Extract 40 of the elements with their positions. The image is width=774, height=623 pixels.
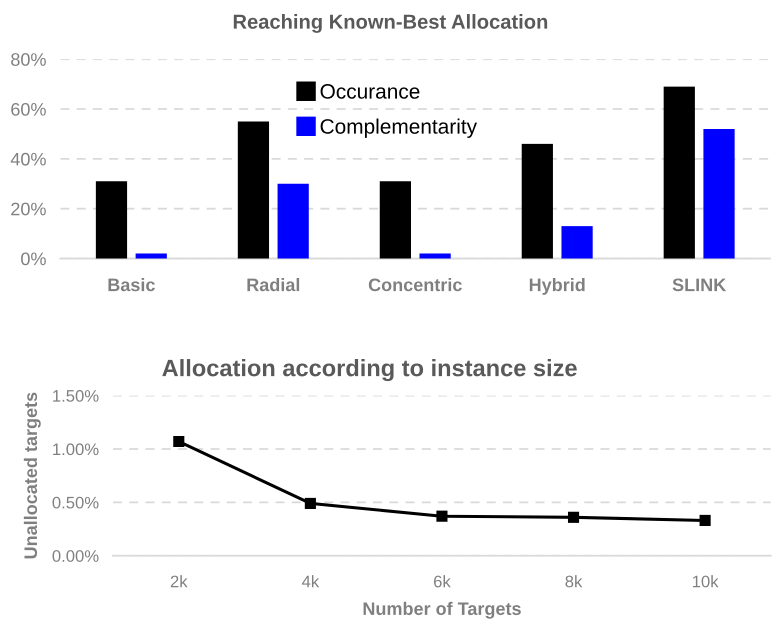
y-tick-label: 40% (10, 152, 46, 166)
y-tick-label: 0.50% (52, 496, 99, 509)
point (700, 514, 711, 526)
x-tick-label: 10k (692, 575, 719, 588)
point (436, 510, 448, 522)
x-axis-title: Number of Targets (364, 602, 521, 619)
bar (136, 254, 167, 259)
x-tick-label: 8k (565, 575, 582, 588)
point (568, 512, 580, 523)
chart-title: Allocation according to instance size (162, 359, 577, 382)
chart-title: Reaching Known-Best Allocation (234, 14, 548, 33)
x-tick-label: 6k (434, 575, 451, 588)
y-tick-label: 1.50% (53, 390, 99, 402)
bar (278, 184, 309, 259)
bar (238, 121, 270, 259)
bar (420, 254, 451, 259)
x-tick-label: Basic (108, 278, 155, 292)
x-tick-label: SLINK (672, 278, 726, 292)
bar (703, 128, 735, 259)
y-axis-title: Unallocated targets (24, 392, 41, 558)
bar (664, 86, 695, 259)
y-tick-label: 0% (21, 252, 46, 266)
y-tick-label: 60% (11, 102, 46, 116)
x-tick-label: Concentric (368, 278, 462, 292)
legend-label: Complementarity (320, 118, 478, 138)
bar (96, 181, 128, 259)
bar (380, 181, 411, 259)
point (304, 498, 316, 509)
y-tick-label: 80% (11, 53, 46, 66)
x-tick-label: 4k (302, 575, 320, 588)
legend-label: Occurance (320, 84, 420, 99)
bar (561, 226, 593, 259)
x-tick-label: Hybrid (530, 278, 585, 295)
x-tick-label: Radial (247, 278, 300, 292)
point (173, 436, 184, 448)
y-tick-label: 0.00% (52, 550, 99, 562)
bar (522, 144, 553, 259)
y-tick-label: 1.00% (53, 443, 99, 456)
x-tick-label: 2k (170, 575, 188, 588)
y-tick-label: 20% (11, 202, 46, 216)
